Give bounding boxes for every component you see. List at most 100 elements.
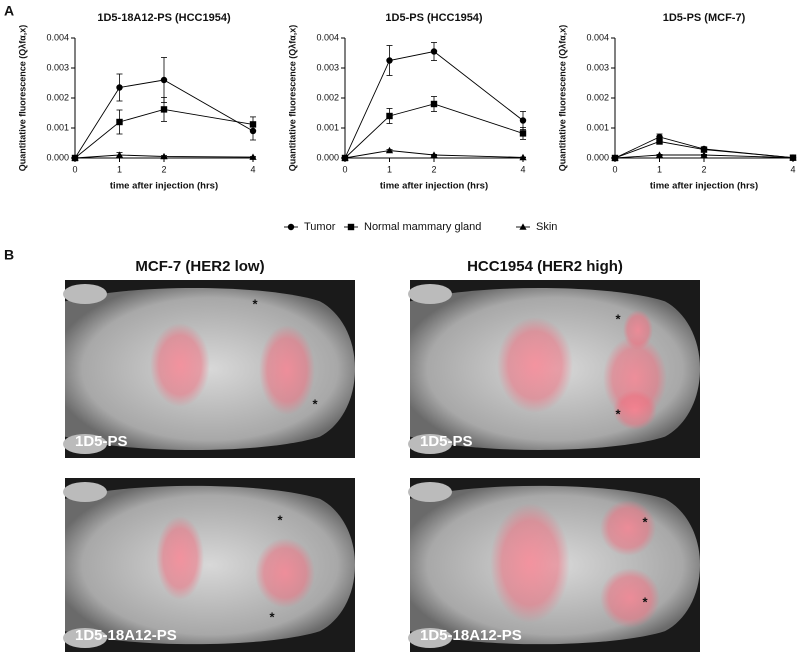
column-title: HCC1954 (HER2 high) [467,258,623,275]
marker [430,48,438,55]
image-label: 1D5-PS [420,433,473,450]
chart-title: 1D5-PS (MCF-7) [663,12,746,24]
y-tick-label: 0.003 [46,62,69,72]
marker [611,154,619,161]
series-line [614,154,794,159]
marker [160,76,168,84]
x-tick-label: 2 [431,164,436,174]
x-axis-label: time after injection (hrs) [110,181,218,192]
series-line [74,79,254,159]
x-tick-label: 4 [520,164,525,174]
image-label: 1D5-18A12-PS [75,627,177,644]
column-title: MCF-7 (HER2 low) [135,258,264,275]
marker [700,146,708,153]
legend-marker [519,223,527,230]
fluorescence [156,516,204,600]
series-line [614,141,794,159]
fluorescence [259,325,315,415]
y-tick-label: 0.002 [46,92,69,102]
marker [116,84,123,91]
legend-label: Skin [536,221,557,233]
y-tick-label: 0.002 [316,92,339,102]
ear [408,284,452,304]
marker [655,151,664,158]
marker [386,57,393,64]
series-line [344,51,524,159]
panel-label: A [4,3,14,19]
y-tick-label: 0.001 [586,122,609,132]
marker [430,151,438,158]
ear [63,482,107,502]
y-tick-label: 0.000 [586,152,609,162]
ear [408,482,452,502]
marker [519,130,527,137]
marker [385,146,394,154]
x-tick-label: 0 [342,164,347,174]
x-tick-label: 4 [790,164,795,174]
x-tick-label: 2 [161,164,166,174]
fluorescence [600,500,656,556]
tumor-marker: * [277,512,283,527]
marker [249,153,257,160]
y-axis-label: Quantitative fluorescence (Qλfα,x) [557,25,567,172]
panel-label: B [4,247,14,263]
ear [63,628,107,648]
ear [63,434,107,454]
tumor-marker: * [642,594,648,609]
tumor-marker: * [615,406,621,421]
series-line [344,103,524,159]
series-line [74,108,254,159]
marker [789,154,797,161]
marker [519,153,527,161]
marker [160,106,168,113]
chart-title: 1D5-PS (HCC1954) [385,12,483,24]
x-tick-label: 4 [250,164,255,174]
x-axis-label: time after injection (hrs) [380,181,488,192]
x-tick-label: 2 [701,164,706,174]
marker [430,100,438,108]
marker [519,117,527,124]
marker [160,152,168,160]
tumor-marker: * [615,311,621,326]
y-tick-label: 0.003 [316,62,339,72]
chart-title: 1D5-18A12-PS (HCC1954) [97,12,231,24]
tumor-marker: * [312,396,318,411]
fluorescence [150,323,210,407]
series-line [344,150,524,159]
x-tick-label: 1 [387,164,392,174]
fluorescence [490,503,570,623]
fluorescence [255,538,315,608]
y-axis-label: Quantitative fluorescence (Qλfα,x) [287,25,297,172]
y-tick-label: 0.000 [46,152,69,162]
y-tick-label: 0.000 [316,152,339,162]
y-tick-label: 0.004 [316,32,339,42]
marker [656,138,663,145]
marker [116,118,123,126]
marker [386,112,393,120]
y-tick-label: 0.002 [586,92,609,102]
ear [63,284,107,304]
x-tick-label: 1 [117,164,122,174]
tumor-marker: * [252,296,258,311]
mouse-image: * * 1D5-18A12-PS [63,478,355,652]
legend-marker [347,223,355,231]
fluorescence [600,568,660,628]
y-tick-label: 0.003 [586,62,609,72]
image-label: 1D5-PS [75,433,128,450]
series-line [74,154,254,159]
fluorescence [613,390,657,430]
marker [71,154,79,161]
legend-marker [287,223,295,231]
legend-label: Normal mammary gland [364,221,481,233]
tumor-marker: * [269,609,275,624]
image-label: 1D5-18A12-PS [420,627,522,644]
y-tick-label: 0.004 [46,32,69,42]
ear [408,434,452,454]
marker [115,151,124,158]
legend-label: Tumor [304,221,336,233]
marker [700,151,708,158]
x-tick-label: 0 [72,164,77,174]
marker [249,121,257,128]
y-tick-label: 0.004 [586,32,609,42]
